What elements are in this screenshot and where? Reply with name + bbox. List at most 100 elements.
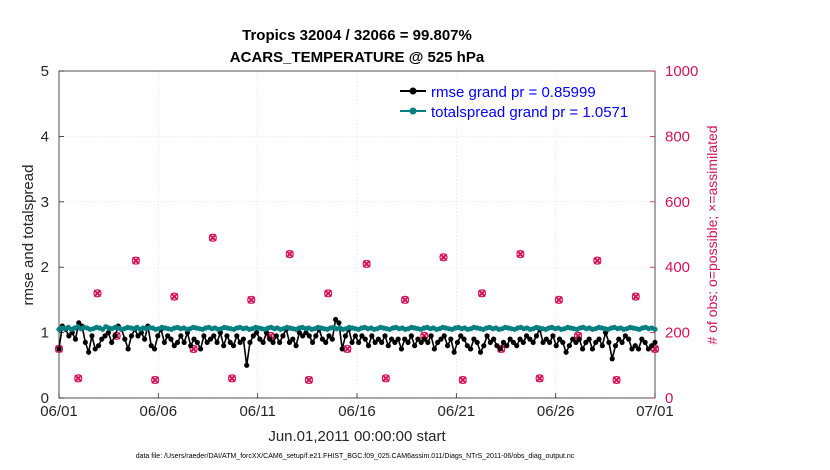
series-point-0 [148,343,154,349]
series-point-0 [533,333,540,339]
series-point-0 [122,336,128,342]
series-point-0 [412,343,418,349]
obs-assimilated-marker [535,374,544,383]
obs-possible-marker [93,289,102,298]
series-point-0 [161,339,167,346]
obs-possible-marker [227,374,237,383]
series-point-0 [349,339,355,346]
obs-possible-marker [170,292,179,301]
series-point-0 [247,339,253,346]
series-point-0 [491,336,497,342]
series-point-0 [221,343,227,349]
series-point-0 [570,336,576,342]
series-point-0 [566,343,572,349]
series-point-0 [510,339,517,346]
series-point-0 [629,346,635,352]
legend-spread-label: totalspread grand pr = 1.0571 [431,104,628,121]
obs-assimilated-marker [381,374,390,383]
series-point-0 [372,339,378,346]
obs-possible-marker [554,295,563,304]
series-point-0 [237,339,243,346]
series-point-0 [102,333,108,339]
series-point-0 [553,343,559,349]
series-point-0 [128,333,135,339]
series-point-0 [477,349,484,355]
series-point-0 [484,333,490,339]
series-point-0 [365,343,372,349]
series-point-0 [586,336,592,342]
obs-assimilated-marker [170,292,179,301]
series-point-0 [112,333,118,339]
series-point-0 [642,339,648,346]
series-point-0 [573,339,579,346]
series-point-0 [56,346,62,352]
obs-assimilated-marker [593,256,602,265]
series-point-0 [356,339,362,346]
series-point-0 [171,343,177,349]
series-point-0 [523,333,530,339]
series-point-0 [494,343,500,349]
series-point-0 [579,346,586,352]
obs-possible-marker [247,295,256,304]
series-point-0 [583,339,589,346]
series-point-0 [428,333,434,339]
series-point-0 [280,333,286,339]
series-point-0 [270,339,276,346]
obs-assimilated-marker [151,376,160,384]
series-point-0 [194,339,200,346]
series-point-0 [178,333,184,339]
series-point-0 [290,336,296,342]
series-point-0 [563,349,569,355]
series-point-0 [207,336,214,342]
obs-possible-marker [650,344,660,354]
series-point-0 [612,343,619,349]
chart-title: Tropics 32004 / 32066 = 99.807% [242,27,472,44]
series-point-0 [421,336,428,342]
series-point-0 [379,339,385,346]
series-point-0 [306,333,312,339]
series-point-0 [168,336,174,342]
series-point-0 [359,333,365,339]
series-point-0 [329,336,335,342]
obs-assimilated-marker [247,295,256,304]
obs-possible-marker [304,375,314,385]
series-point-0 [576,336,582,342]
series-point-0 [319,336,326,342]
series-point-0 [211,333,217,339]
series-point-0 [444,343,451,349]
series-point-0 [530,339,536,346]
y-axis-left-ticks: 0 1 2 3 4 5 [41,63,64,407]
series-point-0 [323,339,329,346]
series-point-0 [201,333,207,339]
series-point-0 [72,336,79,342]
obs-assimilated-marker [574,331,583,340]
series-point-0 [385,343,391,349]
series-point-0 [277,339,283,346]
y-right-tick-label: 800 [665,128,690,145]
series-point-0 [369,333,375,339]
obs-assimilated-marker [324,289,333,298]
obs-assimilated-marker [74,374,83,383]
obs-possible-marker [458,375,467,385]
y-right-tick-label: 400 [665,259,690,276]
obs-possible-marker [151,375,160,385]
series-point-0 [487,339,493,346]
series-point-0 [188,343,194,349]
obs-assimilated-marker [478,289,486,298]
series-point-0 [135,333,141,339]
series-point-0 [520,339,526,346]
series-point-0 [375,336,382,342]
obs-possible-marker [285,250,294,259]
series-point-0 [405,339,411,346]
x-tick-label: 07/01 [636,403,674,420]
series-point-0 [204,339,210,346]
series-point-0 [497,346,503,352]
legend-rmse-marker [409,87,417,95]
series-layer [56,316,658,368]
series-point-0 [454,339,461,346]
series-point-0 [286,339,293,346]
series-point-0 [408,333,414,339]
obs-possible-marker [131,256,141,265]
obs-assimilated-marker [458,376,467,384]
